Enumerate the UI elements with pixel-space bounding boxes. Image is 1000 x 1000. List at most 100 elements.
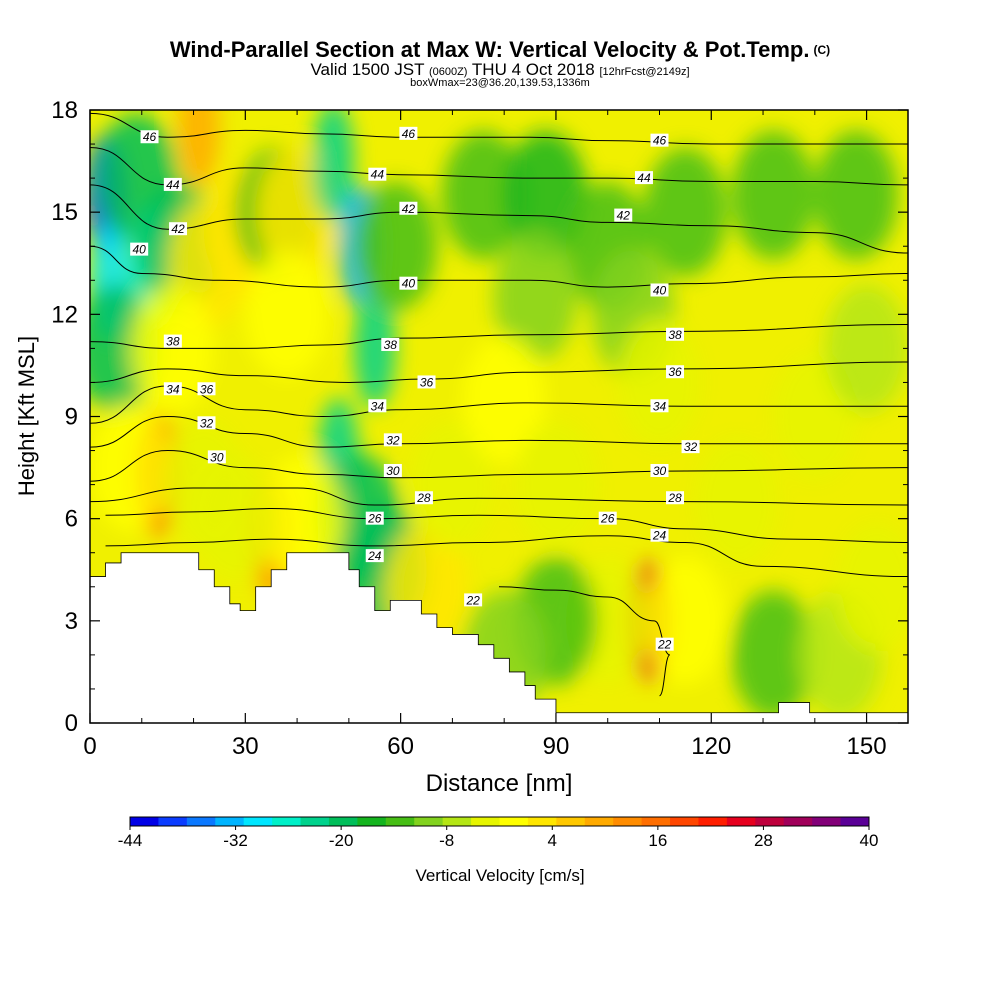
velocity-cell (731, 130, 815, 260)
contour-label-text: 34 (166, 382, 180, 396)
theta-contour-40 (90, 245, 908, 288)
colorbar-swatch (243, 817, 273, 826)
contour-label: 26 (598, 511, 617, 526)
theta-contour-42 (90, 184, 908, 254)
box-info: boxWmax=23@36.20,139.53,1336m (410, 77, 590, 89)
contour-label-bg (381, 337, 400, 351)
colorbar-swatch (215, 817, 245, 826)
contour-label-text: 46 (402, 127, 416, 141)
contour-label-bg (130, 242, 149, 256)
contour-label-text: 40 (402, 277, 416, 291)
contour-label: 28 (414, 491, 433, 505)
contour-label-bg (197, 416, 216, 430)
contour-label-text: 30 (210, 450, 224, 464)
contour-label: 42 (169, 222, 188, 236)
contour-label-text: 34 (371, 399, 385, 413)
colorbar-swatch (556, 817, 586, 826)
contour-label-text: 28 (416, 491, 431, 505)
contour-label: 44 (634, 171, 653, 185)
contour-label-bg (598, 511, 617, 525)
contour-label-bg (197, 382, 216, 396)
contour-label-bg (383, 463, 402, 477)
contour-label-bg (365, 549, 384, 563)
velocity-cell (731, 590, 815, 720)
x-axis: 0 30 60 90 120 150 (83, 110, 887, 760)
contour-label-text: 26 (600, 512, 615, 526)
contour-label-text: 36 (668, 365, 682, 379)
velocity-cell (643, 147, 727, 277)
velocity-cell (462, 335, 546, 464)
terrain-shape (90, 552, 908, 723)
contour-label-text: 22 (657, 638, 672, 652)
theta-contour-22 (498, 586, 671, 697)
colorbar-swatch (130, 817, 159, 826)
theta-contour-26 (105, 507, 908, 544)
contour-label: 24 (365, 549, 384, 563)
contour-label-text: 32 (200, 416, 214, 430)
contour-label: 22 (655, 637, 674, 652)
contour-label: 38 (666, 327, 685, 342)
contour-label: 46 (650, 133, 669, 148)
colorbar-swatch (300, 817, 330, 826)
colorbar-swatch (442, 817, 472, 826)
velocity-cell (824, 284, 908, 413)
contour-label: 38 (381, 337, 400, 352)
contour-label: 38 (163, 334, 182, 349)
x-tick-label: 90 (543, 733, 570, 760)
colorbar-label: Vertical Velocity [cm/s] (415, 866, 584, 885)
contour-label-bg (417, 375, 436, 389)
colorbar-swatch (613, 817, 643, 826)
contour-label-bg (399, 201, 418, 215)
contour-label: 34 (163, 382, 182, 396)
velocity-cell (814, 130, 898, 260)
colorbar-tick-label: -20 (329, 831, 354, 850)
velocity-cell (441, 130, 526, 260)
contour-label-bg (650, 463, 669, 477)
contour-label-bg (365, 511, 384, 525)
colorbar-swatch (527, 817, 557, 826)
x-tick-label: 120 (691, 733, 731, 760)
contour-label-text: 42 (402, 202, 416, 216)
colorbar-swatch (584, 817, 614, 826)
y-tick-label: 18 (51, 97, 78, 124)
contour-label-text: 28 (667, 491, 682, 505)
colorbar-swatch (385, 817, 415, 826)
contour-label-bg (368, 399, 387, 413)
velocity-cell (643, 556, 727, 686)
vertical-velocity-field (90, 110, 908, 720)
contour-label-bg (140, 130, 159, 144)
colorbar-swatch (158, 817, 188, 826)
contour-label-bg (666, 491, 685, 505)
valid-date: THU 4 Oct 2018 (471, 60, 595, 79)
colorbar-swatch (471, 817, 500, 826)
colorbar-swatch (186, 817, 216, 826)
velocity-cell (835, 522, 908, 652)
contour-label-bg (414, 491, 433, 505)
velocity-cell (312, 110, 355, 221)
y-tick-label: 3 (65, 608, 78, 635)
y-tick-label: 12 (51, 301, 78, 328)
contour-label-bg (650, 133, 669, 147)
velocity-cell (177, 110, 220, 187)
contour-label-bg (666, 365, 685, 379)
contour-label-text: 36 (420, 375, 434, 389)
contour-label: 34 (368, 399, 387, 413)
colorbar-swatch (272, 817, 302, 826)
colorbar-swatch (414, 817, 444, 826)
contour-label: 46 (140, 130, 159, 144)
colorbar-swatch (357, 817, 387, 826)
velocity-cell (617, 318, 702, 447)
contour-label: 40 (650, 283, 669, 297)
contour-label: 44 (368, 167, 387, 182)
copyright-mark: (C) (813, 43, 831, 57)
colorbar: -44 -32 -20 -8 4 16 28 40 (118, 816, 878, 850)
theta-contour-30 (90, 450, 908, 482)
contour-label: 24 (650, 528, 669, 543)
contour-label-bg (163, 177, 182, 191)
y-tick-label: 6 (65, 506, 78, 533)
colorbar-swatch (698, 817, 728, 826)
y-tick-label: 15 (51, 199, 78, 226)
colorbar-swatch (641, 817, 671, 826)
contour-label: 42 (614, 208, 633, 223)
